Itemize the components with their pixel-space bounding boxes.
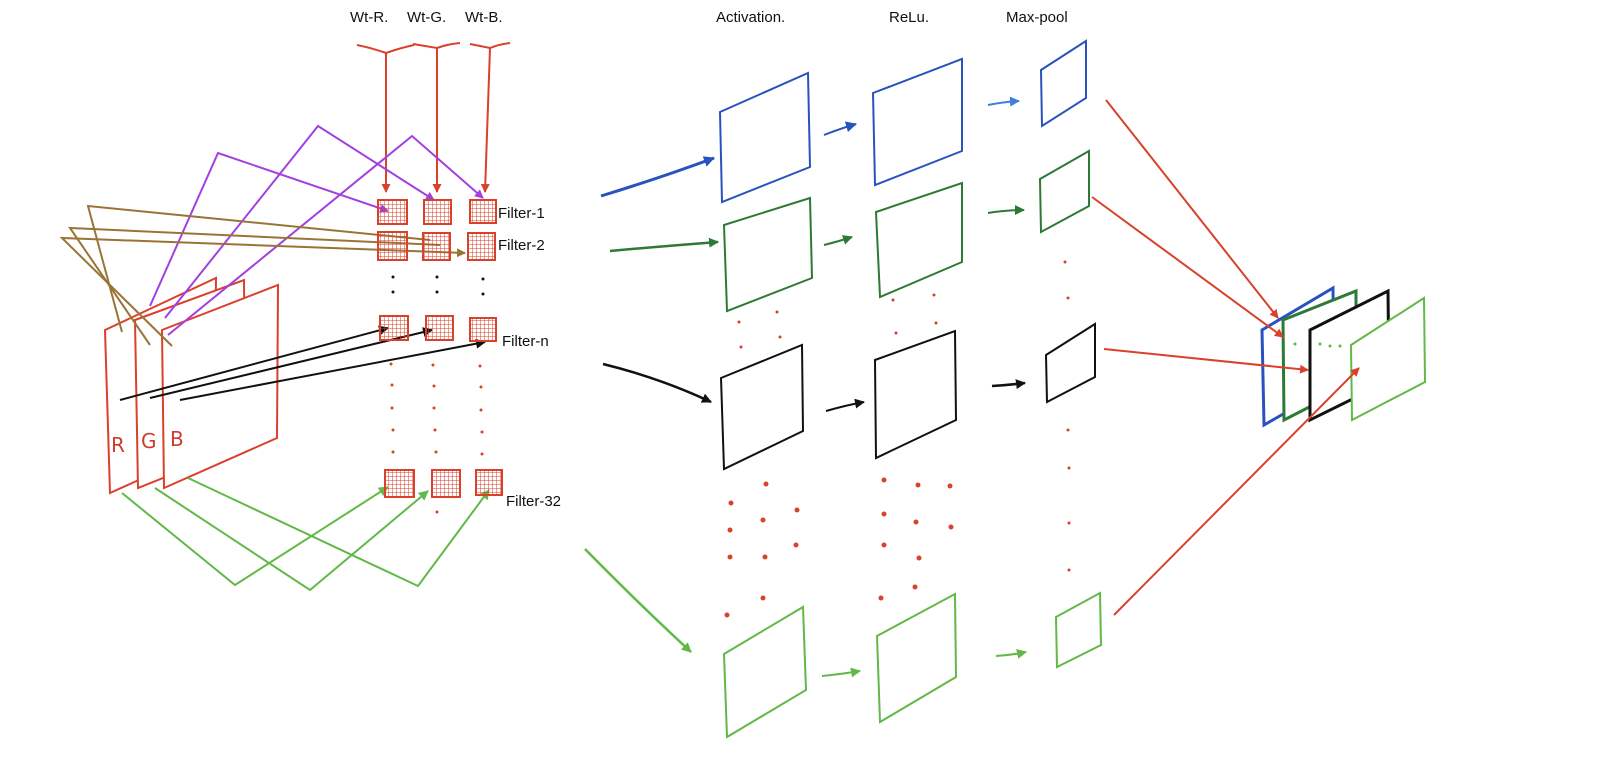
channel-b-label: B [170,427,184,451]
maxpool-map-2 [1038,149,1090,234]
relu-map-1 [871,57,963,187]
activation-header: Activation. [716,9,785,26]
black-connections [119,325,486,401]
weight-blue-label: Wt-B. [465,9,503,26]
filter-red-dots [389,362,484,514]
activation-map-2 [722,196,814,313]
relu-header: ReLu. [889,9,929,26]
brown-connections [59,204,466,347]
weight-green-label: Wt-G. [407,9,446,26]
relu-map-3 [873,329,958,460]
input-rgb-planes [103,276,280,495]
maxpool-map-1 [1039,39,1087,128]
channel-g-label: G [141,429,157,453]
purple-connections [149,124,484,336]
output-layer-light-green [1349,296,1427,422]
maxpool-header: Max-pool [1006,9,1068,26]
filter-ellipsis-dots [391,275,485,296]
pipeline-red-dots [724,260,1071,618]
output-stack-dots [1293,342,1342,348]
maxpool-maps [1038,39,1103,669]
filter-32-label: Filter-32 [506,493,561,510]
green-connections [121,477,490,592]
filter-n-grids [379,315,497,342]
plane-b [160,283,280,490]
relu-maps [871,57,963,724]
maxpool-map-3 [1044,322,1096,404]
filter-1-grids [377,199,497,225]
activation-to-relu-arrows [821,121,865,678]
maxpool-map-4 [1054,591,1103,669]
output-stack [1260,285,1427,428]
relu-to-maxpool-arrows [987,96,1027,659]
relu-map-2 [874,181,963,299]
filter-grids [377,199,503,498]
activation-map-1 [718,71,812,204]
filter-1-label: Filter-1 [498,205,545,222]
activation-maps [718,71,814,739]
filter-n-label: Filter-n [502,333,549,350]
filter-2-label: Filter-2 [498,237,545,254]
maxpool-to-stack-arrows [1091,99,1360,616]
activation-map-3 [719,343,805,471]
channel-r-label: R [111,433,125,457]
filter-32-grids [384,469,503,498]
weight-red-label: Wt-R. [350,9,388,26]
relu-map-4 [875,592,958,724]
activation-input-arrows [584,156,719,653]
activation-map-4 [722,605,808,739]
filter-2-grids [377,231,496,261]
weight-input-arrows [356,42,511,193]
